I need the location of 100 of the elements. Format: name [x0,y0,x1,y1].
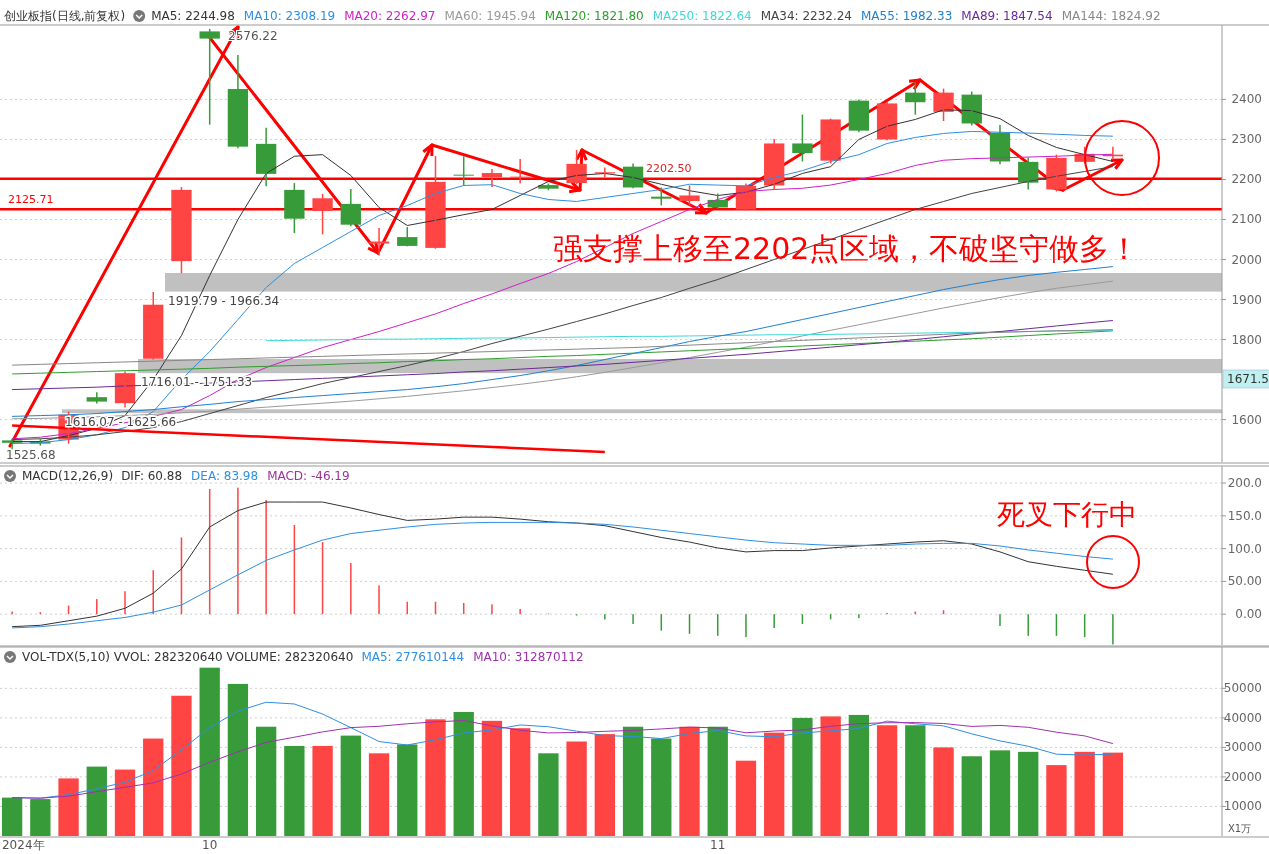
y-tick-label: 50000 [1223,681,1262,696]
text: 1671.5 [1227,372,1269,386]
y-tick-label: 10000 [1223,799,1262,814]
bar [1018,751,1039,836]
y-tick-label: 30000 [1223,740,1262,755]
chart-title: MACD(12,26,9) [22,469,114,483]
annotation: 1525.68 [6,448,56,462]
bar [425,719,446,836]
candlestick [86,391,107,405]
bar [848,714,870,836]
y-tick-label: 2000 [1231,252,1262,267]
bar [594,734,615,836]
bar [171,695,192,836]
text: MA89: 1847.54 [961,9,1053,23]
y-tick-label: 50.00 [1227,574,1262,589]
candlestick [651,186,672,207]
bar [764,732,785,836]
bar [933,747,954,836]
y-tick-label: 2300 [1231,132,1262,147]
x-tick-label: 11 [710,838,726,852]
candlestick [679,184,700,207]
candlestick [368,227,390,257]
bar [735,760,757,836]
candlestick [312,193,333,236]
bar [1074,751,1095,836]
text: MA250: 1822.64 [652,9,752,23]
bar [397,744,418,836]
bar [199,667,220,836]
line-series [11,720,1114,799]
bar [566,741,587,836]
chart-title: 创业板指(日线,前复权) [4,9,126,23]
bar [227,683,249,836]
bar [368,753,390,836]
annotation: 2202.50 [646,162,692,175]
bar [481,720,503,836]
bar [792,717,813,836]
text: X1万 [1228,823,1252,834]
y-tick-label: 150.0 [1227,508,1262,523]
bar [905,725,926,836]
annotation: 死叉下行中 [997,498,1137,531]
candlestick [510,158,531,185]
y-tick-label: 1800 [1231,332,1262,347]
text: DIF: 60.88 [121,469,183,483]
text: MA34: 2232.24 [760,9,852,23]
bar [622,726,644,836]
bar [143,738,164,836]
candlestick [453,155,474,187]
text: MA5: 277610144 [361,650,465,664]
bar [651,738,672,836]
candlestick [820,117,841,165]
bar [30,799,51,836]
y-tick-label: 1600 [1231,412,1262,427]
y-tick-label: 2200 [1231,172,1262,187]
bar [510,728,531,836]
series-label: MACD: -46.19 [267,469,350,483]
candlestick [397,226,418,248]
text: MA20: 2262.97 [344,9,436,23]
chart-title: VOL-TDX(5,10) VVOL: 282320640 VOLUME: 282320640 [22,650,354,664]
bar [86,766,107,836]
text: DEA: 83.98 [191,469,259,483]
bar [340,735,361,836]
bar [312,745,333,836]
candlestick [425,155,446,250]
bar [961,756,982,836]
line-series [11,329,1114,366]
text: MA55: 1982.33 [861,9,953,23]
text: MA120: 1821.80 [544,9,644,23]
y-tick-label: 200.0 [1227,476,1262,491]
candlestick [171,186,192,274]
bar [989,750,1011,836]
line-series [11,330,1114,375]
bar [679,726,700,836]
line-series [11,320,1114,391]
bar [707,726,728,836]
bar [284,745,305,836]
candlestick [933,87,954,122]
bar [820,716,841,836]
bar [1046,765,1067,836]
bar [255,726,277,836]
bar [453,711,474,836]
candlestick [199,28,220,126]
bar [1,797,23,836]
text: MA5: 2244.98 [151,9,235,23]
x-tick-label: 2024年 [2,838,45,852]
y-tick-label: 40000 [1223,710,1262,725]
text: MA144: 1824.92 [1061,9,1161,23]
y-tick-label: 2100 [1231,212,1262,227]
y-tick-label: 100.0 [1227,541,1262,556]
bar [58,778,79,836]
candlestick [284,182,305,234]
text: MA10: 312870112 [473,650,584,664]
x-tick-label: 10 [202,838,218,852]
y-tick-label: 0.00 [1235,607,1262,622]
bar [1102,752,1124,836]
text: MA10: 2308.19 [243,9,336,23]
y-tick-label: 20000 [1223,769,1262,784]
text: MA60: 1945.94 [444,9,536,23]
y-tick-label: 1900 [1231,292,1262,307]
bar [114,769,136,836]
y-tick-label: 2400 [1231,92,1262,107]
